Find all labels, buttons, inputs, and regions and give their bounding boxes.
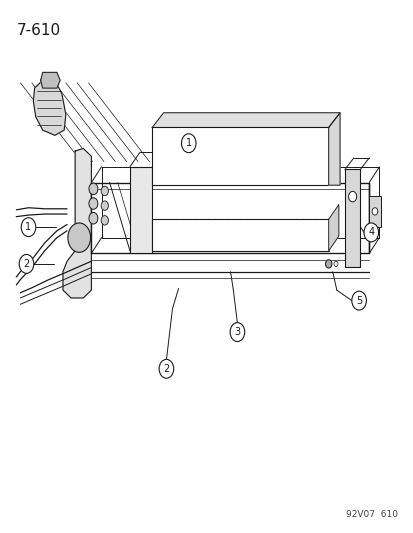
Bar — [344, 169, 359, 266]
Circle shape — [101, 186, 108, 196]
Polygon shape — [33, 80, 66, 135]
Polygon shape — [328, 205, 338, 251]
Circle shape — [363, 223, 377, 242]
Polygon shape — [40, 72, 60, 88]
Circle shape — [19, 254, 34, 273]
Circle shape — [159, 359, 173, 378]
Text: 4: 4 — [367, 228, 373, 237]
Text: 1: 1 — [25, 222, 31, 232]
Polygon shape — [152, 113, 339, 127]
Circle shape — [68, 223, 90, 252]
Text: 92V07  610: 92V07 610 — [345, 511, 397, 519]
Circle shape — [181, 134, 196, 152]
Circle shape — [333, 261, 337, 266]
Circle shape — [89, 183, 97, 195]
Circle shape — [89, 198, 97, 209]
Polygon shape — [63, 149, 91, 298]
Circle shape — [348, 191, 356, 202]
Bar — [130, 167, 152, 253]
Circle shape — [325, 260, 331, 268]
Text: 1: 1 — [185, 138, 191, 148]
Bar — [368, 196, 380, 227]
Circle shape — [351, 291, 366, 310]
Circle shape — [89, 213, 97, 224]
Circle shape — [101, 216, 108, 225]
Circle shape — [371, 208, 377, 215]
Text: 3: 3 — [234, 327, 240, 337]
Circle shape — [21, 217, 36, 237]
Bar — [152, 219, 328, 251]
Circle shape — [230, 322, 244, 342]
Text: 7-610: 7-610 — [16, 22, 60, 37]
Text: 5: 5 — [355, 296, 361, 305]
Bar — [152, 127, 328, 185]
Text: 2: 2 — [23, 259, 30, 269]
Circle shape — [101, 201, 108, 211]
Polygon shape — [328, 113, 339, 185]
Text: 2: 2 — [163, 364, 169, 374]
